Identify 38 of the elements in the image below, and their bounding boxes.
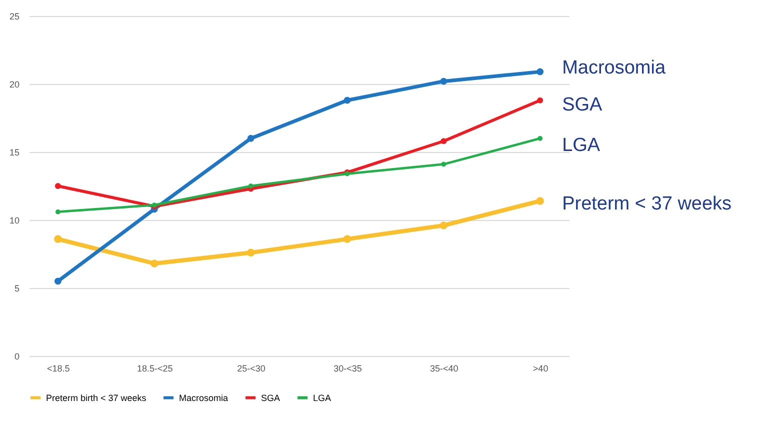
x-tick-label: 35-<40	[430, 364, 458, 374]
x-tick-label: 18.5-<25	[136, 364, 173, 374]
point	[54, 235, 62, 243]
point	[54, 183, 61, 189]
x-tick-label: 30-<35	[334, 364, 362, 374]
point	[55, 209, 60, 214]
annotation: SGA	[562, 94, 603, 116]
annotation: Macrosomia	[562, 58, 666, 79]
point	[441, 162, 446, 167]
point	[150, 260, 158, 268]
y-tick-label: 5	[14, 284, 20, 294]
y-tick-label: 0	[14, 352, 20, 362]
x-tick-label: 25-<30	[237, 364, 266, 374]
point	[344, 96, 351, 104]
point	[536, 197, 544, 205]
point	[54, 278, 62, 285]
point	[248, 184, 254, 188]
point	[246, 248, 255, 257]
point	[247, 134, 254, 142]
annotation: LGA	[562, 135, 600, 156]
point	[343, 235, 352, 243]
legend-label: LGA	[313, 392, 332, 403]
point	[440, 138, 447, 144]
point	[537, 97, 544, 104]
annotation: Preterm < 37 weeks	[562, 194, 732, 215]
legend-label: Preterm birth < 37 weeks	[46, 392, 147, 403]
y-tick-label: 20	[9, 80, 20, 90]
point	[538, 136, 543, 141]
y-tick-label: 25	[9, 12, 20, 22]
legend-label: SGA	[261, 392, 280, 403]
point	[536, 68, 544, 76]
y-tick-label: 10	[9, 216, 20, 226]
point	[440, 78, 448, 85]
legend-label: Macrosomia	[179, 392, 228, 403]
point	[440, 222, 448, 230]
y-tick-label: 15	[9, 148, 20, 158]
x-tick-label: >40	[532, 364, 548, 374]
x-tick-label: <18.5	[47, 364, 70, 374]
